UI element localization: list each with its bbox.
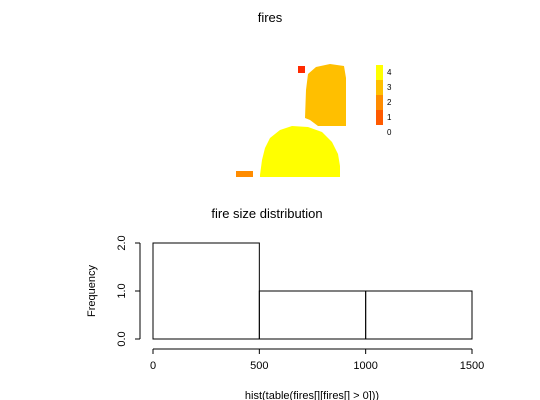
hist-bar xyxy=(366,291,472,339)
y-tick-label: 0.0 xyxy=(116,331,128,346)
x-tick-label: 500 xyxy=(250,360,268,372)
fire-patch-upper xyxy=(305,64,346,126)
fire-patch-small-bottom xyxy=(236,171,253,177)
legend-label: 3 xyxy=(387,83,392,92)
hist-xlabel: hist(table(fires[][fires[] > 0])) xyxy=(245,390,379,400)
legend-swatch xyxy=(376,80,383,95)
x-tick-label: 1500 xyxy=(460,360,484,372)
hist-ylabel: Frequency xyxy=(86,265,98,317)
x-tick-label: 0 xyxy=(150,360,156,372)
histogram-panel: fire size distribution 0 500 1000 1500 0.0 1… xyxy=(86,206,484,400)
hist-bar xyxy=(259,291,365,339)
legend-label: 4 xyxy=(387,68,392,77)
legend-label: 0 xyxy=(387,128,392,137)
fire-patch-large xyxy=(260,126,340,177)
fires-panel: fires 4 3 2 1 0 xyxy=(236,10,392,177)
legend-label: 2 xyxy=(387,98,392,107)
fires-title: fires xyxy=(258,10,283,25)
hist-bar xyxy=(153,243,259,339)
legend-swatch xyxy=(376,65,383,80)
y-tick-label: 1.0 xyxy=(116,283,128,298)
legend-swatch xyxy=(376,110,383,125)
hist-title: fire size distribution xyxy=(211,206,322,221)
fire-patch-small-top xyxy=(298,66,305,73)
legend-label: 1 xyxy=(387,113,392,122)
y-tick-label: 2.0 xyxy=(116,235,128,250)
legend-swatch xyxy=(376,95,383,110)
fires-legend: 4 3 2 1 0 xyxy=(376,65,392,137)
x-tick-label: 1000 xyxy=(353,360,377,372)
